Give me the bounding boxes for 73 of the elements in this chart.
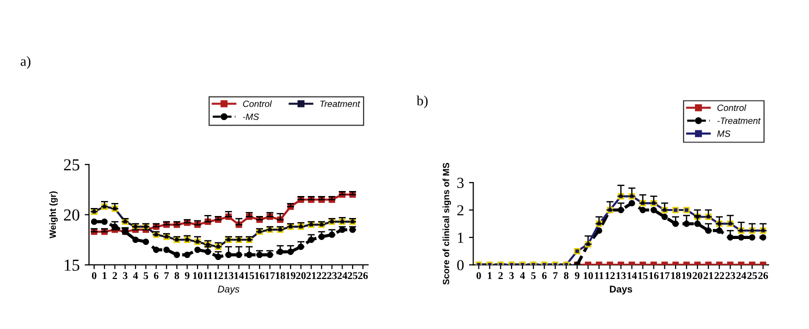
x-tick-label: 11 [204, 272, 212, 280]
y-axis-title: Score of clinical signs of MS [442, 162, 452, 285]
x-tick-label: 19 [682, 272, 692, 280]
x-tick-label: 1 [488, 272, 492, 280]
x-tick-label: 25 [348, 272, 358, 280]
x-tick-label: 12 [606, 272, 615, 280]
x-tick-label: 19 [286, 272, 296, 280]
x-tick-label: 26 [358, 272, 368, 280]
x-axis-title: Days [218, 286, 240, 294]
legend-label: -MS [243, 114, 259, 120]
y-tick-label: 15 [64, 260, 80, 271]
x-tick-label: 21 [306, 272, 316, 280]
x-tick-label: 15 [638, 272, 648, 280]
x-tick-label: 25 [747, 272, 757, 280]
x-axis-title: Days [610, 286, 632, 294]
x-tick-label: 9 [574, 272, 580, 280]
x-tick-label: 8 [174, 272, 180, 280]
x-tick-label: 2 [112, 272, 117, 280]
x-tick-label: 8 [564, 272, 568, 280]
y-tick-label: 2 [457, 205, 464, 216]
x-tick-label: 3 [509, 272, 514, 280]
x-tick-label: 3 [122, 272, 128, 280]
x-tick-label: 17 [266, 272, 275, 280]
x-tick-label: 17 [660, 272, 670, 280]
x-tick-label: 23 [327, 272, 337, 280]
x-tick-label: 10 [193, 272, 202, 280]
legend-label: MS [717, 130, 730, 137]
x-tick-label: 20 [692, 272, 702, 280]
y-tick-label: 1 [458, 232, 464, 243]
y-tick-label: 20 [64, 209, 80, 221]
legend-label: Control [717, 104, 746, 111]
x-tick-label: 13 [224, 272, 234, 280]
x-tick-label: 14 [234, 272, 244, 280]
legend-label: -Treatment [717, 118, 761, 124]
y-axis-title: Weight (gr) [49, 191, 58, 238]
x-tick-label: 4 [520, 272, 525, 280]
x-tick-label: 24 [337, 272, 348, 280]
x-tick-label: 16 [255, 272, 264, 280]
x-tick-label: 23 [726, 272, 736, 280]
x-tick-label: 12 [214, 272, 223, 280]
x-tick-label: 18 [276, 272, 286, 280]
x-tick-label: 22 [316, 272, 326, 280]
x-tick-label: 7 [553, 272, 558, 280]
x-tick-label: 20 [296, 272, 306, 280]
x-tick-label: 22 [714, 272, 724, 280]
x-tick-label: 1 [102, 272, 107, 280]
x-tick-label: 0 [92, 272, 96, 280]
x-tick-label: 24 [736, 272, 746, 280]
x-tick-label: 21 [704, 272, 714, 280]
y-tick-label: 25 [64, 159, 80, 170]
x-tick-label: 6 [154, 272, 158, 280]
legend-label: Treatment [320, 100, 360, 108]
x-tick-label: 11 [594, 272, 604, 280]
x-tick-label: 16 [649, 272, 659, 280]
x-tick-label: 10 [584, 272, 593, 280]
x-tick-label: 9 [184, 272, 190, 280]
x-tick-label: 0 [476, 272, 481, 280]
chart-title: a) [20, 56, 30, 69]
x-tick-label: 13 [616, 272, 626, 280]
x-tick-label: 5 [531, 272, 536, 280]
x-tick-label: 15 [244, 272, 254, 280]
x-tick-label: 18 [671, 272, 680, 280]
x-tick-label: 7 [164, 272, 169, 280]
x-tick-label: 4 [133, 272, 138, 280]
x-tick-label: 14 [627, 272, 637, 280]
chart-title: b) [416, 96, 428, 108]
y-tick-label: 3 [457, 178, 464, 188]
x-tick-label: 2 [498, 272, 503, 280]
legend-label: Control [243, 100, 272, 108]
y-tick-label: 0 [457, 260, 464, 270]
x-tick-label: 6 [542, 272, 547, 280]
x-tick-label: 5 [144, 272, 148, 280]
x-tick-label: 26 [758, 272, 768, 280]
